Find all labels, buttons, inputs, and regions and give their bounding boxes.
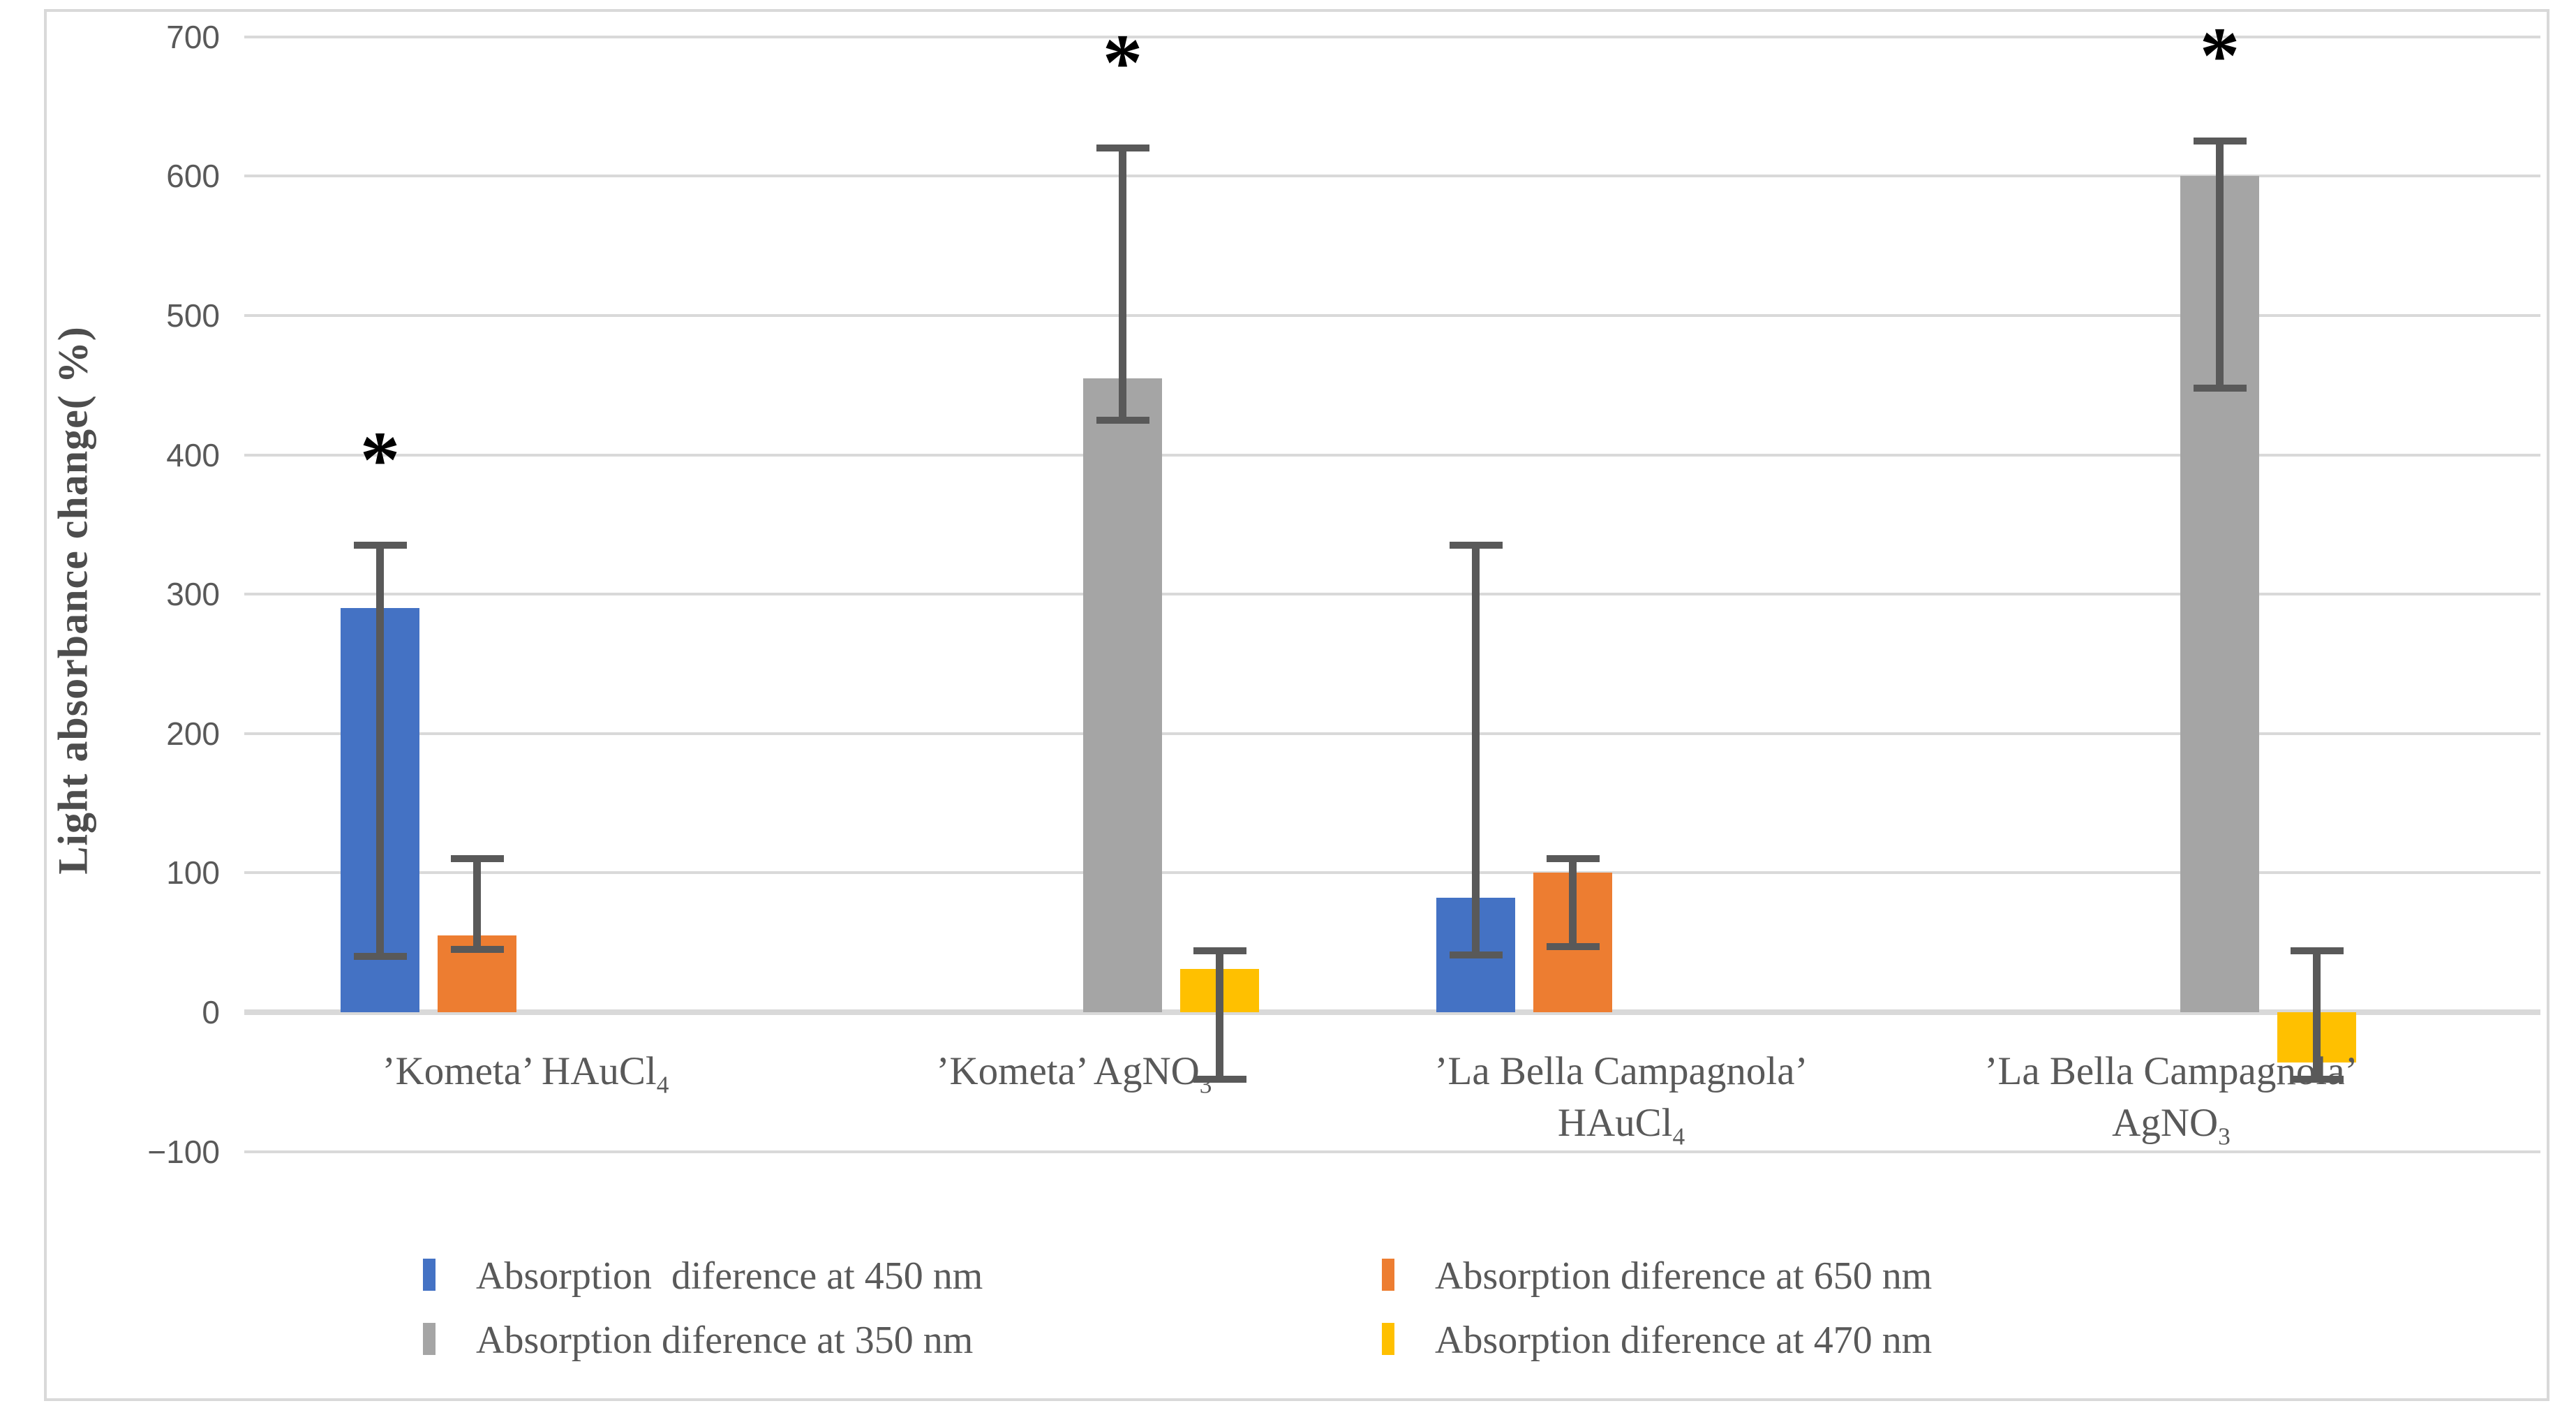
- category-label-2: ’Kometa’ AgNO3: [802, 1046, 1346, 1111]
- error-cap-top-s1-cat3: [1449, 542, 1503, 549]
- category-label-text: ’Kometa’ HAuCl: [382, 1049, 657, 1093]
- gridline--100: [244, 1150, 2540, 1153]
- category-label-text: ’La Bella Campagnola’: [1434, 1049, 1808, 1093]
- category-label-subscript: 4: [1672, 1123, 1685, 1150]
- y-tick-label-300: 300: [166, 576, 220, 613]
- error-bar-s4-cat4: [2313, 951, 2321, 1079]
- category-label-1: ’Kometa’ HAuCl4: [253, 1046, 798, 1111]
- error-bar-s1-cat3: [1472, 545, 1480, 956]
- gridline-700: [244, 35, 2540, 38]
- y-tick-label-400: 400: [166, 436, 220, 473]
- error-cap-bottom-s2-cat1: [450, 946, 504, 954]
- chart-border-frame: [44, 9, 2549, 1401]
- y-tick-label-600: 600: [166, 158, 220, 195]
- y-tick-label-700: 700: [166, 18, 220, 55]
- legend-swatch-icon: [1382, 1323, 1394, 1355]
- legend-label: Absorption diference at 450 nm: [476, 1254, 983, 1298]
- category-label-text: ’Kometa’ AgNO: [936, 1049, 1200, 1093]
- error-bar-s1-cat1: [376, 545, 384, 957]
- gridline-400: [244, 453, 2540, 457]
- error-bar-s3-cat2: [1119, 148, 1126, 420]
- gridline-600: [244, 175, 2540, 178]
- error-cap-bottom-s4-cat2: [1193, 1075, 1246, 1083]
- error-cap-top-s1-cat1: [353, 542, 407, 549]
- gridline-200: [244, 732, 2540, 735]
- error-cap-top-s4-cat4: [2290, 947, 2344, 955]
- category-label-subscript: 3: [2218, 1123, 2231, 1150]
- gridline-500: [244, 313, 2540, 317]
- y-tick-label-200: 200: [166, 715, 220, 752]
- significance-star-cat4: *: [2199, 11, 2240, 101]
- gridline-100: [244, 871, 2540, 875]
- category-label-text: AgNO: [2112, 1101, 2219, 1145]
- error-cap-bottom-s4-cat4: [2290, 1075, 2344, 1083]
- bar-s3-cat2: [1083, 378, 1162, 1012]
- error-cap-bottom-s3-cat4: [2193, 384, 2247, 392]
- category-label-4: ’La Bella Campagnola’ AgNO3: [1899, 1046, 2443, 1162]
- error-cap-bottom-s3-cat2: [1096, 416, 1149, 424]
- error-cap-bottom-s1-cat3: [1449, 951, 1503, 959]
- category-label-text: ’La Bella Campagnola’: [1984, 1049, 2358, 1093]
- error-cap-top-s3-cat2: [1096, 145, 1149, 152]
- error-cap-bottom-s2-cat3: [1546, 943, 1600, 951]
- error-cap-top-s2-cat3: [1546, 855, 1600, 863]
- category-label-subscript: 4: [656, 1071, 669, 1099]
- gridline-0: [244, 1009, 2540, 1015]
- error-cap-top-s3-cat4: [2193, 138, 2247, 145]
- category-label-3: ’La Bella Campagnola’ HAuCl4: [1349, 1046, 1893, 1162]
- error-bar-s2-cat1: [473, 859, 481, 950]
- significance-star-cat1: *: [359, 415, 401, 505]
- legend-label: Absorption diference at 650 nm: [1435, 1254, 1933, 1298]
- category-label-text: HAuCl: [1557, 1101, 1673, 1145]
- error-bar-s2-cat3: [1569, 859, 1577, 947]
- error-cap-top-s2-cat1: [450, 855, 504, 863]
- legend-swatch-icon: [423, 1259, 435, 1291]
- legend-label: Absorption diference at 470 nm: [1435, 1319, 1933, 1362]
- error-bar-s3-cat4: [2216, 141, 2224, 388]
- gridline-300: [244, 593, 2540, 596]
- error-cap-top-s4-cat2: [1193, 947, 1246, 955]
- legend-swatch-icon: [1382, 1259, 1394, 1291]
- y-axis-title: Light absorbance change( %): [50, 326, 96, 875]
- legend-swatch-icon: [423, 1323, 435, 1355]
- error-bar-s4-cat2: [1216, 951, 1223, 1079]
- y-tick-label-100: 100: [166, 854, 220, 891]
- legend-label: Absorption diference at 350 nm: [476, 1319, 974, 1362]
- y-tick-label--100: −100: [147, 1133, 220, 1170]
- y-tick-label-0: 0: [202, 994, 220, 1030]
- significance-star-cat2: *: [1102, 18, 1143, 108]
- error-cap-bottom-s1-cat1: [353, 953, 407, 961]
- y-tick-label-500: 500: [166, 297, 220, 334]
